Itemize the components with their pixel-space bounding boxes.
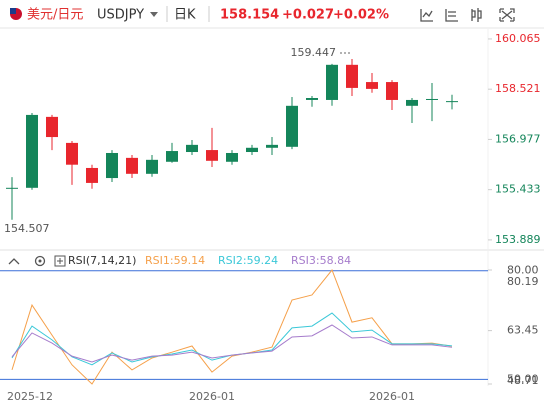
candle-body xyxy=(26,114,38,188)
candle-body xyxy=(46,116,58,138)
header: 美元/日元 USDJPY 日K 158.154 +0.027 +0.02% xyxy=(0,6,544,29)
candle-body xyxy=(446,101,458,103)
add-icon[interactable] xyxy=(57,258,63,264)
flag-icon xyxy=(10,8,16,14)
rsi-line xyxy=(11,269,453,385)
legend-entry: RSI3:58.84 xyxy=(291,254,351,267)
candle-body xyxy=(306,98,318,100)
y-tick-label: 158.521 xyxy=(495,82,541,95)
level-label: 50.00 xyxy=(507,372,539,385)
collapse-icon[interactable] xyxy=(8,258,20,265)
draw-tool-icon[interactable] xyxy=(420,9,433,22)
last-price: 158.154 xyxy=(220,8,279,23)
x-tick-label: 2025-12 xyxy=(7,390,53,403)
candle-body xyxy=(426,98,438,100)
candle-body xyxy=(106,152,118,179)
candle-body xyxy=(346,64,358,88)
candle-body xyxy=(326,64,338,100)
rsi-line xyxy=(11,324,453,363)
y-tick-label: 48.71 xyxy=(507,374,539,387)
candle-body xyxy=(166,151,178,162)
indicator-icon[interactable] xyxy=(445,9,458,22)
add-icon[interactable] xyxy=(54,255,66,267)
settings-icon[interactable] xyxy=(34,255,46,267)
candle-body xyxy=(386,82,398,100)
candle-body xyxy=(246,147,258,153)
y-tick-label: 160.065 xyxy=(495,32,541,45)
candle-body xyxy=(66,142,78,165)
level-label: 80.00 xyxy=(507,264,539,277)
candle-body xyxy=(266,144,278,148)
candle-body xyxy=(226,152,238,162)
x-tick-label: 2026-01 xyxy=(189,390,235,403)
indicator-header: RSI(7,14,21) xyxy=(8,254,136,267)
change-percent: +0.02% xyxy=(333,8,389,23)
y-tick-label: 155.433 xyxy=(495,183,541,196)
candle-body xyxy=(286,105,298,147)
candle-body xyxy=(86,167,98,183)
indicator-title: RSI(7,14,21) xyxy=(68,254,136,267)
candle-body xyxy=(366,82,378,89)
y-tick-label: 156.977 xyxy=(495,132,541,145)
fullscreen-icon[interactable] xyxy=(499,8,515,22)
pair-name[interactable]: 美元/日元 xyxy=(27,8,83,23)
candle-body xyxy=(6,187,18,189)
candle-body xyxy=(146,159,158,174)
candle-body xyxy=(406,99,418,106)
x-tick-label: 2026-01 xyxy=(369,390,415,403)
period[interactable]: 日K xyxy=(174,8,196,23)
low-annotation: 154.507 xyxy=(4,222,50,235)
dropdown-caret[interactable] xyxy=(150,12,158,17)
y-tick-label: 80.19 xyxy=(507,275,539,288)
candle-body xyxy=(206,150,218,161)
symbol[interactable]: USDJPY xyxy=(97,8,144,23)
legend-entry: RSI1:59.14 xyxy=(145,254,205,267)
y-tick-label: 63.45 xyxy=(507,324,539,337)
candle-style-icon[interactable] xyxy=(471,8,482,22)
settings-icon[interactable] xyxy=(38,259,42,263)
legend-entry: RSI2:59.24 xyxy=(218,254,278,267)
high-annotation: 159.447 xyxy=(291,46,337,59)
y-tick-label: 153.889 xyxy=(495,233,541,246)
change: +0.027 xyxy=(282,8,334,23)
candle-body xyxy=(126,157,138,174)
candle-body xyxy=(186,144,198,153)
